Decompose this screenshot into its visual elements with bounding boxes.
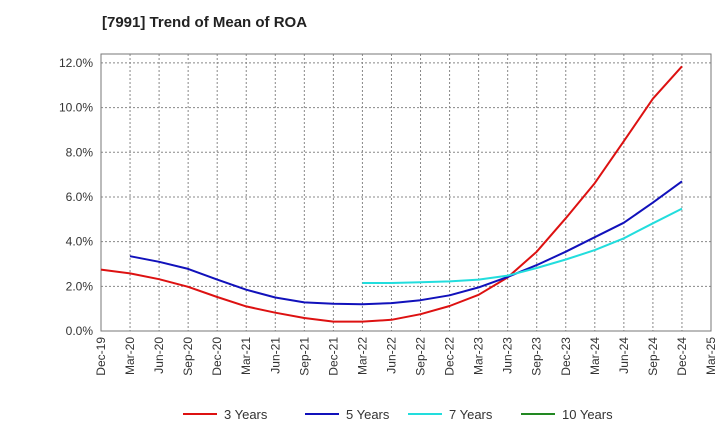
series-lines — [100, 65, 683, 323]
x-tick-label: Jun-20 — [152, 337, 166, 374]
legend-label: 7 Years — [449, 407, 493, 422]
x-tick-label: Mar-23 — [472, 337, 486, 375]
x-tick-label: Jun-24 — [617, 337, 631, 374]
x-tick-label: Mar-24 — [588, 337, 602, 375]
x-tick-label: Sep-20 — [181, 337, 195, 376]
x-tick-label: Mar-21 — [239, 337, 253, 375]
x-tick-label: Sep-21 — [297, 337, 311, 376]
x-tick-label: Jun-21 — [268, 337, 282, 374]
series-line-3-years — [100, 65, 683, 323]
legend-label: 5 Years — [346, 407, 390, 422]
x-tick-label: Dec-22 — [443, 337, 457, 376]
y-tick-label: 12.0% — [59, 56, 93, 70]
y-tick-label: 4.0% — [66, 235, 94, 249]
x-tick-label: Sep-22 — [414, 337, 428, 376]
x-tick-label: Jun-23 — [501, 337, 515, 374]
series-line-5-years — [129, 180, 683, 306]
chart-title: [7991] Trend of Mean of ROA — [102, 14, 308, 31]
x-tick-label: Dec-20 — [210, 337, 224, 376]
x-tick-label: Sep-24 — [646, 337, 660, 376]
x-tick-label: Mar-25 — [704, 337, 718, 375]
legend-label: 3 Years — [224, 407, 268, 422]
series-line-7-years — [362, 207, 683, 284]
y-tick-label: 10.0% — [59, 101, 93, 115]
x-tick-label: Sep-23 — [530, 337, 544, 376]
y-tick-label: 8.0% — [66, 145, 94, 159]
x-tick-label: Dec-23 — [559, 337, 573, 376]
y-tick-label: 0.0% — [66, 324, 94, 338]
x-tick-label: Mar-22 — [355, 337, 369, 375]
x-axis-tick-labels: Dec-19 Mar-20 Jun-20 Sep-20 Dec-20 Mar-21 Jun-… — [94, 337, 718, 376]
plot-frame — [100, 53, 712, 332]
x-tick-label: Mar-20 — [123, 337, 137, 375]
x-tick-label: Jun-22 — [384, 337, 398, 374]
y-axis-tick-labels: 0.0% 2.0% 4.0% 6.0% 8.0% 10.0% 12.0% — [59, 56, 93, 338]
x-tick-label: Dec-19 — [94, 337, 108, 376]
legend: 3 Years 5 Years 7 Years 10 Years — [183, 407, 613, 422]
x-tick-label: Dec-21 — [326, 337, 340, 376]
x-tick-label: Dec-24 — [675, 337, 689, 376]
grid-lines — [101, 54, 711, 331]
y-tick-label: 2.0% — [66, 279, 94, 293]
y-tick-label: 6.0% — [66, 190, 94, 204]
legend-label: 10 Years — [562, 407, 613, 422]
